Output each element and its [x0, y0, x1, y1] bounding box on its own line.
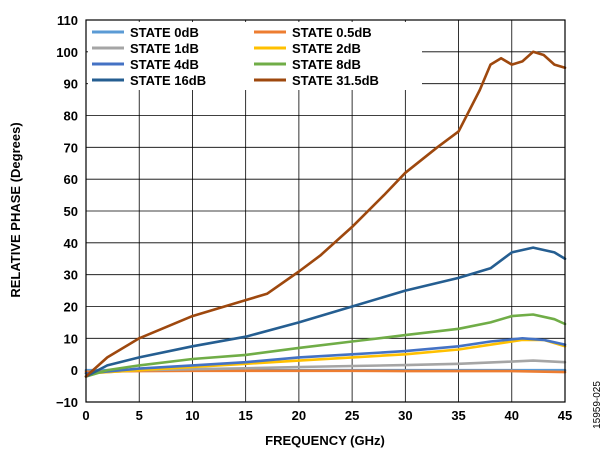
x-tick-label: 5 — [136, 408, 143, 423]
series-line-state-16db — [84, 246, 567, 378]
x-tick-label: 25 — [345, 408, 359, 423]
y-tick-label: 90 — [64, 77, 78, 92]
legend-label-state-0-5db: STATE 0.5dB — [292, 25, 372, 40]
legend-label-state-1db: STATE 1dB — [130, 41, 199, 56]
x-tick-label: 40 — [505, 408, 519, 423]
y-tick-label: 10 — [64, 331, 78, 346]
x-tick-label: 30 — [398, 408, 412, 423]
y-tick-label: 40 — [64, 236, 78, 251]
x-tick-label: 35 — [451, 408, 465, 423]
x-tick-label: 20 — [292, 408, 306, 423]
y-tick-labels: −10 0 10 20 30 40 50 60 70 80 90 100 110 — [56, 13, 78, 410]
y-tick-label: 110 — [57, 13, 78, 28]
axes — [85, 19, 566, 403]
y-tick-label: 100 — [56, 45, 78, 60]
y-tick-label: 70 — [64, 140, 78, 155]
y-tick-label: 50 — [64, 204, 78, 219]
series-line-state-31-5db — [84, 50, 567, 378]
y-tick-label: −10 — [56, 395, 78, 410]
series-line-state-4db — [84, 336, 567, 375]
x-tick-label: 45 — [558, 408, 572, 423]
y-tick-label: 0 — [71, 363, 78, 378]
series-line-state-1db — [84, 359, 567, 375]
figure-id: 15959-025 — [592, 381, 603, 429]
series-lines — [84, 50, 567, 378]
legend-label-state-16db: STATE 16dB — [130, 73, 206, 88]
y-tick-label: 60 — [64, 172, 78, 187]
x-tick-label: 10 — [185, 408, 199, 423]
x-tick-label: 0 — [82, 408, 89, 423]
series-line-state-2db — [84, 338, 567, 375]
x-axis-title: FREQUENCY (GHz) — [265, 433, 385, 448]
y-axis-title: RELATIVE PHASE (Degrees) — [8, 122, 23, 297]
legend-label-state-2db: STATE 2dB — [292, 41, 361, 56]
y-tick-label: 80 — [64, 109, 78, 124]
x-tick-labels: 0 5 10 15 20 25 30 35 40 45 — [82, 408, 572, 423]
plot-border — [85, 19, 566, 403]
y-tick-label: 30 — [64, 268, 78, 283]
legend-label-state-4db: STATE 4dB — [130, 57, 199, 72]
series-line-state-8db — [84, 313, 567, 378]
legend-label-state-31-5db: STATE 31.5dB — [292, 73, 379, 88]
legend-label-state-0db: STATE 0dB — [130, 25, 199, 40]
legend-label-state-8db: STATE 8dB — [292, 57, 361, 72]
x-tick-label: 15 — [238, 408, 252, 423]
y-tick-label: 20 — [64, 300, 78, 315]
